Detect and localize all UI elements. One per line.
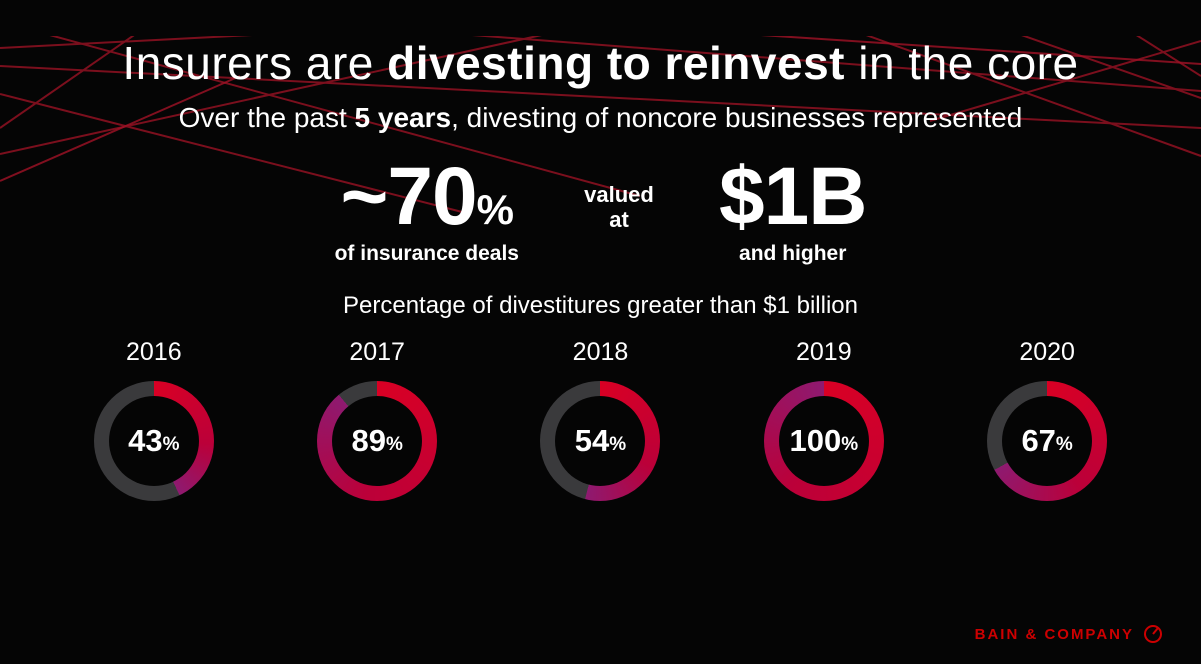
donut-value-unit: % xyxy=(841,433,859,455)
stats-connector-label: valued at xyxy=(584,182,654,233)
donut-value-number: 54 xyxy=(574,423,610,458)
donut-value: 43% xyxy=(108,396,199,486)
donut-group: 2018 54% xyxy=(500,338,700,501)
donut-value-number: 43 xyxy=(128,423,163,458)
donut-value-number: 67 xyxy=(1021,423,1056,458)
page-title: Insurers are divesting to reinvest in th… xyxy=(0,36,1201,90)
title-prefix: Insurers are xyxy=(122,37,388,89)
donut-chart: 54% xyxy=(540,381,661,501)
stat-deals-label: of insurance deals xyxy=(334,242,519,265)
donut-group: 2016 43% xyxy=(54,338,254,501)
donut-year-label: 2019 xyxy=(796,338,852,366)
donut-group: 2019 100% xyxy=(724,338,924,501)
subtitle-bold: 5 years xyxy=(354,102,452,133)
donut-group: 2020 67% xyxy=(947,338,1147,501)
donut-row: 2016 43% 2017 89% 2018 54% 2019 100% 202… xyxy=(31,338,1171,501)
chart-title: Percentage of divestitures greater than … xyxy=(343,292,858,319)
subtitle-suffix: , divesting of noncore businesses repres… xyxy=(451,102,1023,133)
donut-chart: 89% xyxy=(317,381,438,501)
donut-value: 100% xyxy=(778,396,869,486)
donut-group: 2017 89% xyxy=(277,338,477,501)
stat-insurance-deals: ~70% of insurance deals xyxy=(335,156,519,266)
donut-value-number: 89 xyxy=(351,423,386,458)
stat-deals-unit: % xyxy=(476,186,514,233)
stat-deals-number: ~70 xyxy=(340,151,478,242)
donut-chart: 67% xyxy=(987,381,1108,501)
bain-compass-icon xyxy=(1144,625,1162,643)
donut-value: 67% xyxy=(1002,396,1093,486)
headline-stats: ~70% of insurance deals valued at $1B an… xyxy=(0,156,1201,266)
donut-value: 54% xyxy=(555,396,646,486)
stat-valuation-value: $1B xyxy=(718,151,867,242)
donut-chart: 100% xyxy=(763,381,884,501)
donut-chart: 43% xyxy=(93,381,214,501)
donut-value-number: 100 xyxy=(789,423,842,458)
donut-value-unit: % xyxy=(1055,433,1073,455)
stat-valuation-label: and higher xyxy=(739,242,847,265)
title-suffix: in the core xyxy=(844,37,1079,89)
donut-value-unit: % xyxy=(162,433,180,455)
donut-year-label: 2020 xyxy=(1019,338,1075,366)
donut-value: 89% xyxy=(332,396,423,486)
donut-value-unit: % xyxy=(385,433,403,455)
bain-company-logo: BAIN & COMPANY xyxy=(975,624,1163,644)
stat-deals-value: ~70% xyxy=(335,156,519,238)
donut-year-label: 2018 xyxy=(572,338,629,366)
donut-year-label: 2016 xyxy=(126,338,182,366)
donut-year-label: 2017 xyxy=(349,338,405,366)
title-bold: divesting to reinvest xyxy=(387,37,845,89)
donut-value-unit: % xyxy=(609,433,627,455)
subtitle-prefix: Over the past xyxy=(178,102,355,133)
stat-valuation: $1B and higher xyxy=(718,151,867,266)
bain-company-wordmark: BAIN & COMPANY xyxy=(974,625,1134,643)
page-subtitle: Over the past 5 years, divesting of nonc… xyxy=(0,102,1201,134)
